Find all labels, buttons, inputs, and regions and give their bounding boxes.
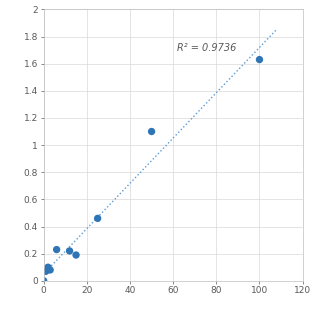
Point <box>149 129 154 134</box>
Point <box>43 269 48 274</box>
Point <box>74 252 79 257</box>
Point <box>48 267 53 272</box>
Point <box>41 278 46 283</box>
Point <box>54 247 59 252</box>
Point <box>257 57 262 62</box>
Point <box>67 248 72 253</box>
Point <box>46 265 51 270</box>
Point <box>95 216 100 221</box>
Text: R² = 0.9736: R² = 0.9736 <box>178 43 237 53</box>
